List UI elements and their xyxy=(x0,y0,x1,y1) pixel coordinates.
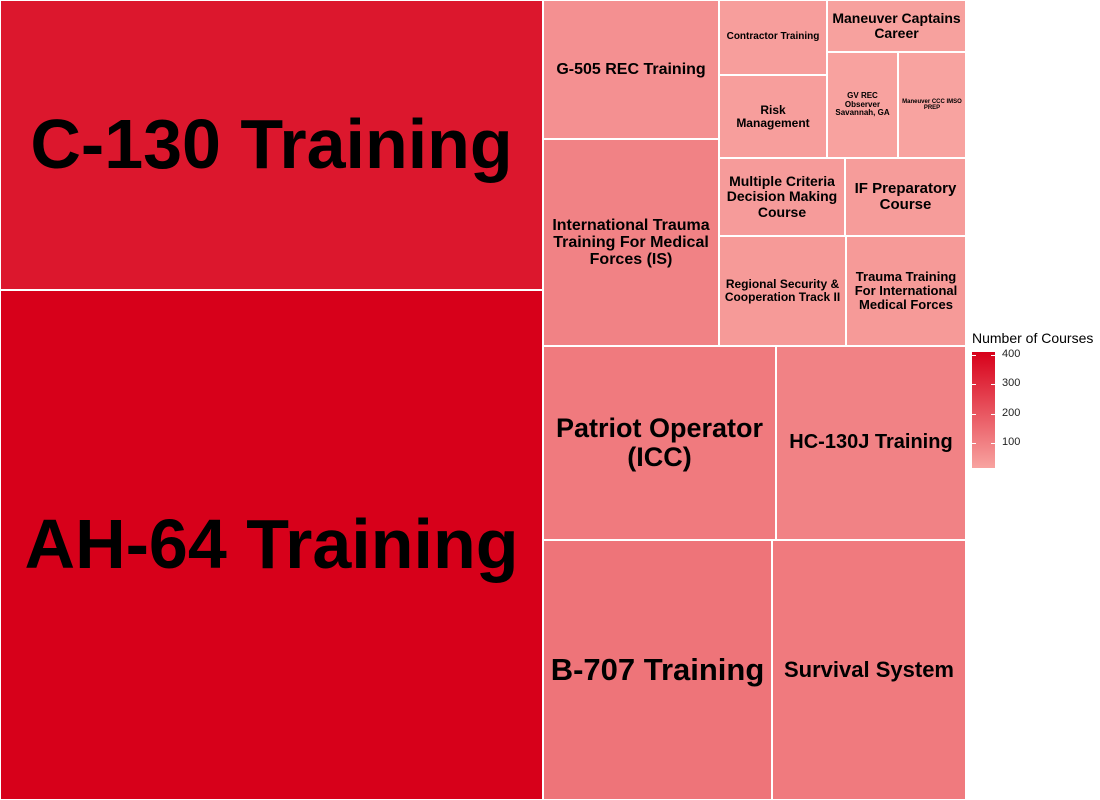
treemap-tile-label: Trauma Training For International Medica… xyxy=(854,268,958,313)
treemap-tile: B-707 Training xyxy=(543,540,772,800)
treemap-tile-label: GV REC Observer Savannah, GA xyxy=(835,91,890,118)
color-legend: Number of Courses 100 200 300 400 xyxy=(972,330,1100,480)
legend-tick-mark xyxy=(972,443,976,445)
treemap-tile-label: B-707 Training xyxy=(550,652,765,688)
treemap-plot: AH-64 Training C-130 Training B-707 Traini… xyxy=(0,0,966,800)
legend-tick-label: 400 xyxy=(1002,347,1021,360)
treemap-tile-label: G-505 REC Training xyxy=(556,60,706,78)
treemap-tile: HC-130J Training xyxy=(776,346,966,540)
treemap-tile-label: Maneuver CCC IMSO PREP xyxy=(902,98,962,111)
treemap-tile-label: HC-130J Training xyxy=(789,431,953,454)
treemap-tile-label: Risk Management xyxy=(736,102,810,130)
treemap-tile-label: C-130 Training xyxy=(30,105,513,184)
treemap-tile: GV REC Observer Savannah, GA xyxy=(827,52,898,158)
treemap-tile: Survival System xyxy=(772,540,966,800)
legend-tick-label: 300 xyxy=(1002,377,1021,390)
legend-tick-mark xyxy=(972,384,976,386)
legend-tick-label: 100 xyxy=(1002,436,1021,449)
legend-tick-mark xyxy=(991,443,995,445)
legend-tick-mark xyxy=(991,413,995,415)
treemap-tile: C-130 Training xyxy=(0,0,543,290)
treemap-tile-label: International Trauma Training For Medica… xyxy=(552,216,710,269)
treemap-tile: Contractor Training xyxy=(719,0,827,75)
treemap-tile-label: Patriot Operator (ICC) xyxy=(555,412,764,472)
treemap-tile: G-505 REC Training xyxy=(543,0,719,139)
treemap-tile: Patriot Operator (ICC) xyxy=(543,346,776,540)
legend-tick-label: 200 xyxy=(1002,406,1021,419)
treemap-tile-label: Multiple Criteria Decision Making Course xyxy=(726,173,838,220)
treemap-tile-label: Survival System xyxy=(784,657,954,683)
legend-tick-mark xyxy=(972,413,976,415)
treemap-tile: IF Preparatory Course xyxy=(845,158,966,236)
treemap-tile: Multiple Criteria Decision Making Course xyxy=(719,158,845,236)
treemap-tile: Maneuver CCC IMSO PREP xyxy=(898,52,966,158)
treemap-tile: Regional Security & Cooperation Track II xyxy=(719,236,846,346)
treemap-tile: Maneuver Captains Career xyxy=(827,0,966,52)
treemap-tile-label: IF Preparatory Course xyxy=(854,179,957,213)
treemap-tile: International Trauma Training For Medica… xyxy=(543,139,719,346)
legend-tick-mark xyxy=(991,384,995,386)
treemap-tile-label: Contractor Training xyxy=(726,31,820,43)
treemap-tile: AH-64 Training xyxy=(0,290,543,800)
legend-tick-mark xyxy=(991,354,995,356)
legend-tick-mark xyxy=(972,354,976,356)
legend-color-bar xyxy=(972,352,995,468)
treemap-tile-label: AH-64 Training xyxy=(24,505,519,584)
treemap-tile-label: Maneuver Captains Career xyxy=(832,9,961,41)
treemap-tile: Trauma Training For International Medica… xyxy=(846,236,966,346)
treemap-tile-label: Regional Security & Cooperation Track II xyxy=(724,277,841,304)
legend-title: Number of Courses xyxy=(972,330,1094,346)
treemap-tile: Risk Management xyxy=(719,75,827,158)
